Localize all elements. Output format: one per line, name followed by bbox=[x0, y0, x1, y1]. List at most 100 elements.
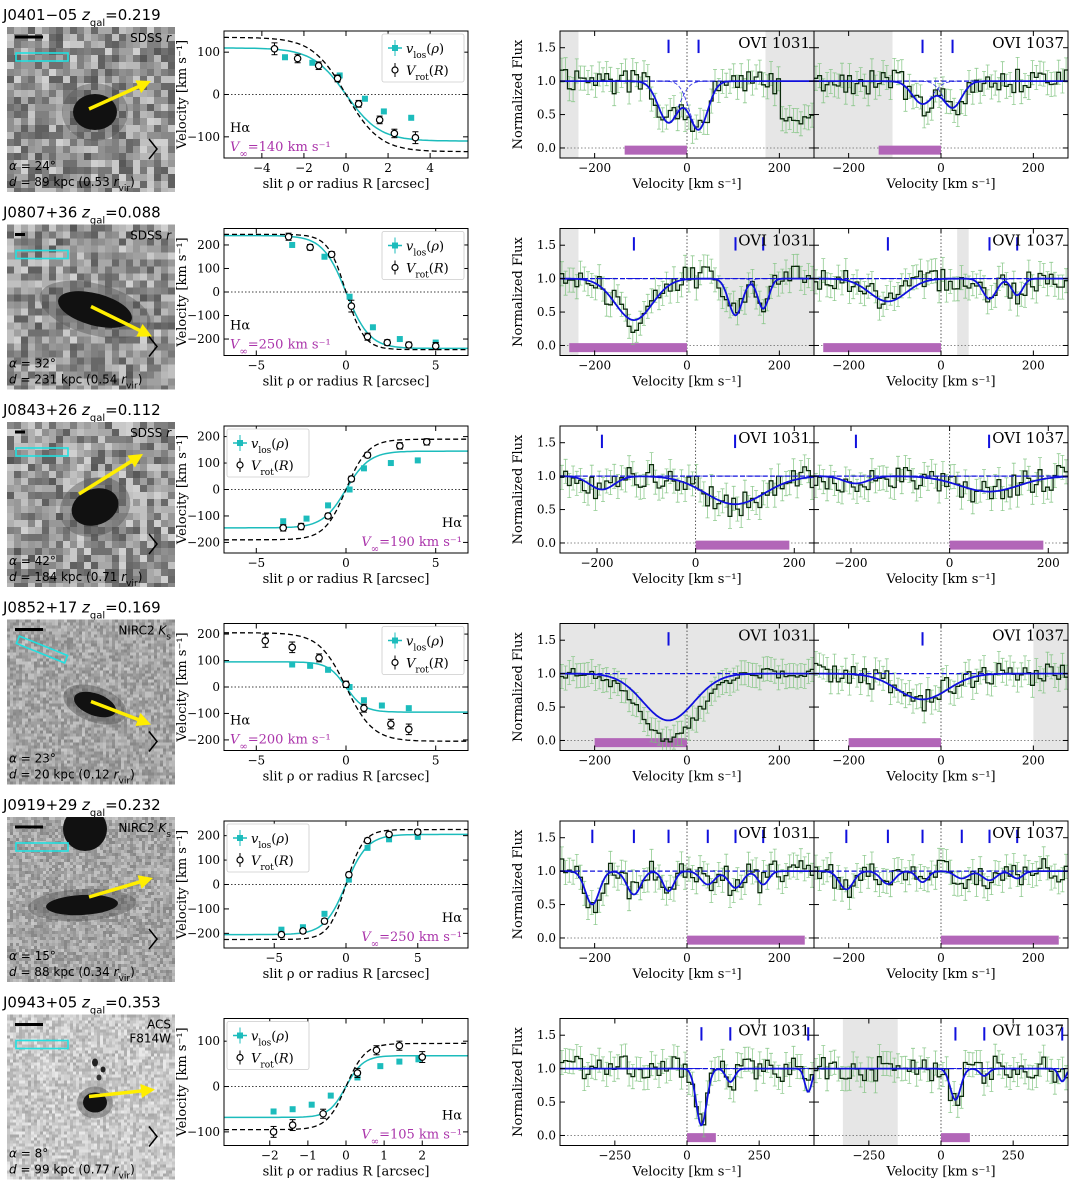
absorption-model bbox=[814, 80, 1068, 109]
vrot-point bbox=[288, 1121, 297, 1129]
spec-xtick-label: −250 bbox=[852, 1149, 885, 1163]
flux-spectrum bbox=[814, 662, 1068, 712]
spec-xtick-label: 0 bbox=[937, 754, 945, 768]
absorption-model bbox=[814, 672, 1068, 701]
rot-xtick-label: 0 bbox=[342, 556, 350, 570]
vlos-point bbox=[415, 1056, 422, 1063]
masked-region bbox=[1033, 623, 1068, 751]
vrot-point bbox=[363, 332, 372, 341]
rotation-range-bar bbox=[624, 145, 687, 155]
rot-xtick-label: 2 bbox=[418, 1149, 426, 1163]
vlos-point bbox=[278, 926, 285, 933]
rotation-curve-panel: −5 0 5 −200 −100 0 100 200 slit ρ or radius R [a… bbox=[175, 623, 469, 785]
rot-ylabel: Velocity [km s⁻¹] bbox=[175, 1027, 190, 1137]
rot-ylabel: Velocity [km s⁻¹] bbox=[175, 237, 190, 347]
spectrum-panel-ovi1037: OVI 1037 −200 0 200 Velocity [km s⁻¹] bbox=[813, 30, 1069, 192]
vrot-point bbox=[306, 243, 314, 252]
vlos-point bbox=[303, 515, 310, 522]
spec-ytick-label: 1.5 bbox=[537, 238, 556, 252]
alpha-label: α = 24° bbox=[9, 159, 56, 173]
vrot-point bbox=[431, 342, 440, 350]
spectrum-panel-ovi1037: OVI 1037 −200 0 200 Velocity [km s⁻¹] bbox=[813, 820, 1069, 982]
halpha-label: Hα bbox=[230, 714, 250, 729]
absorption-model bbox=[560, 870, 814, 906]
vrot-point bbox=[279, 524, 288, 532]
legend-vlos: vlos(ρ) bbox=[406, 42, 444, 61]
rot-xtick-label: −5 bbox=[247, 754, 265, 768]
instrument-label: SDSS r bbox=[130, 229, 172, 243]
vlos-point bbox=[387, 460, 394, 467]
vlos-point bbox=[396, 336, 403, 343]
distance-label: d = 99 kpc (0.77 rvir) bbox=[9, 1163, 135, 1182]
vinf-label: V∞=200 km s⁻¹ bbox=[230, 733, 331, 753]
legend-vrot: Vrot(R) bbox=[406, 64, 449, 83]
vrot-point bbox=[347, 475, 356, 483]
rot-xlabel: slit ρ or radius R [arcsec] bbox=[263, 572, 430, 587]
instrument-label: SDSS r bbox=[130, 31, 172, 45]
rot-ytick-label: 0 bbox=[212, 285, 220, 299]
vlos-point bbox=[405, 705, 412, 712]
rot-ytick-label: −200 bbox=[187, 332, 220, 346]
spec-xlabel: Velocity [km s⁻¹] bbox=[885, 967, 995, 982]
rot-legend bbox=[226, 428, 310, 478]
vrot-model-curve bbox=[224, 233, 468, 351]
vrot-point bbox=[353, 1069, 362, 1077]
vlos-point bbox=[325, 666, 332, 673]
halpha-label: Hα bbox=[230, 121, 250, 136]
vlos-point bbox=[327, 1092, 334, 1099]
galaxy-blob bbox=[83, 1092, 107, 1113]
spec-xtick-label: −200 bbox=[578, 161, 611, 175]
spec-ylabel: Normalized Flux bbox=[511, 829, 526, 939]
halpha-label: Hα bbox=[442, 516, 462, 531]
vinf-label: V∞=140 km s⁻¹ bbox=[230, 140, 331, 160]
instrument-label-2: F814W bbox=[129, 1032, 171, 1046]
absorption-model bbox=[560, 1067, 814, 1127]
spec-xtick-label: 250 bbox=[1002, 1149, 1025, 1163]
rot-ylabel: Velocity [km s⁻¹] bbox=[175, 632, 190, 742]
vrot-point bbox=[293, 54, 302, 63]
rot-legend bbox=[226, 1021, 310, 1070]
halpha-label: Hα bbox=[230, 319, 250, 334]
vrot-point bbox=[363, 836, 372, 845]
ion-label: OVI 1037 bbox=[992, 1022, 1064, 1040]
spec-xlabel: Velocity [km s⁻¹] bbox=[885, 375, 995, 390]
ion-label: OVI 1031 bbox=[738, 429, 810, 447]
spec-xlabel: Velocity [km s⁻¹] bbox=[885, 572, 995, 587]
rot-ytick-label: −200 bbox=[187, 926, 220, 940]
vrot-point bbox=[372, 1046, 381, 1055]
spectrum-panel-ovi1031: OVI 1031 −200 0 200 0.0 0.5 1.0 1.5 Velocity [km… bbox=[537, 228, 815, 390]
rot-xtick-label: 0 bbox=[342, 1149, 350, 1163]
spec-xtick-label: 200 bbox=[1037, 556, 1060, 570]
vrot-point bbox=[288, 643, 296, 652]
row-J0919+29: J0919+29 zgal=0.232 NIRC2 Ks α = 15° d = 88… bbox=[2, 796, 1069, 984]
vlos-point bbox=[282, 54, 288, 61]
spec-ylabel: Normalized Flux bbox=[511, 434, 526, 544]
rot-xtick-label: −1 bbox=[299, 1149, 317, 1163]
distance-label: d = 88 kpc (0.34 rvir) bbox=[9, 965, 135, 984]
ion-label: OVI 1031 bbox=[738, 232, 810, 250]
rot-xtick-label: −5 bbox=[247, 556, 265, 570]
vlos-point bbox=[307, 662, 314, 669]
rot-ytick-label: 100 bbox=[197, 1034, 220, 1048]
vlos-point bbox=[364, 844, 371, 851]
vrot-point bbox=[404, 341, 413, 349]
compass-icon bbox=[148, 731, 158, 752]
direction-arrow bbox=[88, 879, 144, 899]
spec-xtick-label: 0 bbox=[937, 161, 945, 175]
spec-xlabel: Velocity [km s⁻¹] bbox=[631, 1165, 741, 1180]
rot-ytick-label: 200 bbox=[197, 829, 220, 843]
vinf-label: V∞=105 km s⁻¹ bbox=[361, 1128, 462, 1148]
spectrum-panel-ovi1037: OVI 1037 −200 0 200 Velocity [km s⁻¹] bbox=[813, 228, 1069, 390]
spec-xlabel: Velocity [km s⁻¹] bbox=[885, 1165, 995, 1180]
spec-xtick-label: 0 bbox=[683, 161, 691, 175]
instrument-label: SDSS r bbox=[130, 426, 172, 440]
rotation-range-bar bbox=[941, 1133, 970, 1143]
compass-icon bbox=[148, 336, 158, 357]
vrot-point bbox=[269, 1128, 278, 1136]
vrot-point bbox=[413, 828, 422, 836]
instrument-label: ACS bbox=[147, 1018, 171, 1032]
flux-spectrum bbox=[560, 858, 814, 914]
vrot-point bbox=[261, 636, 270, 645]
vlos-point bbox=[377, 1063, 384, 1070]
